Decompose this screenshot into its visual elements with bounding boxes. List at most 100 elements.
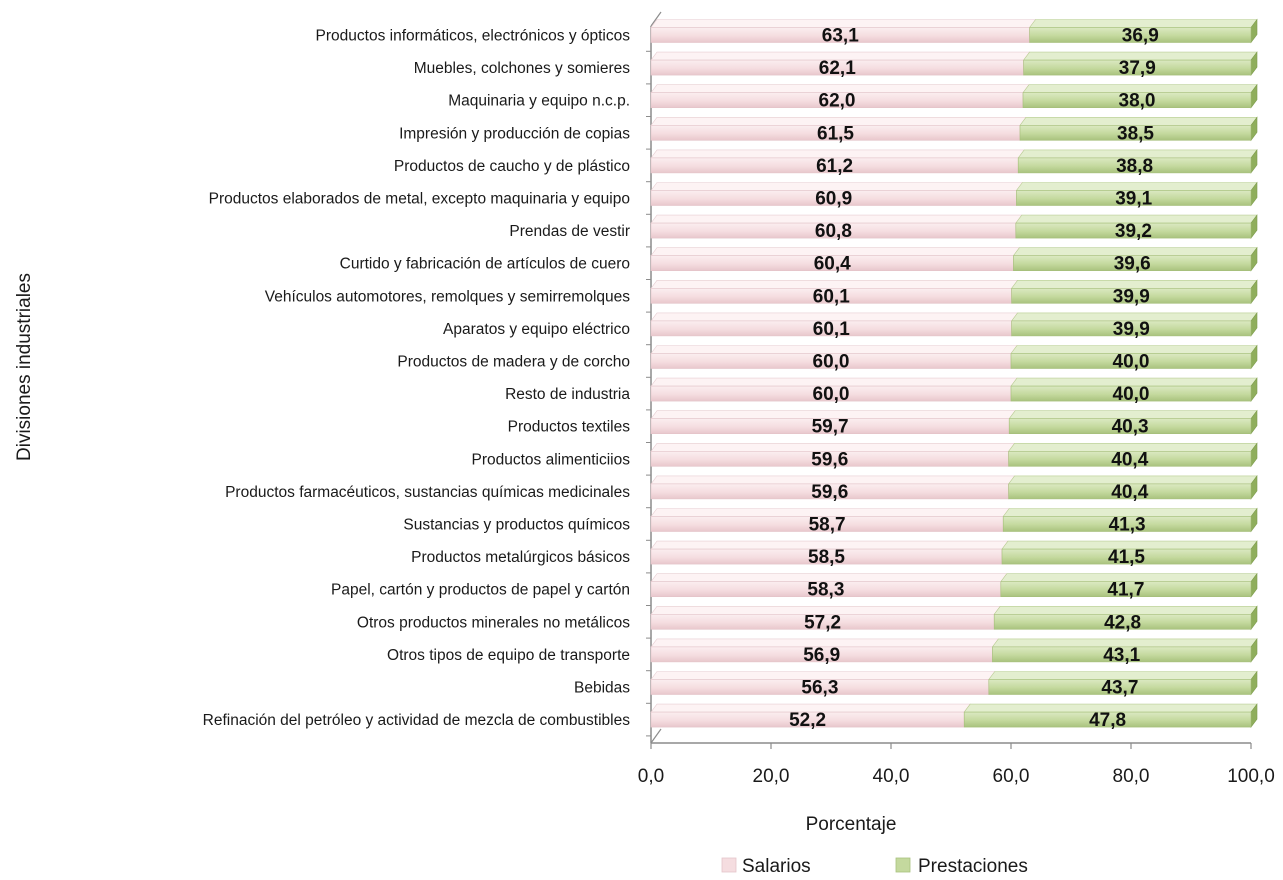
data-label-salarios: 62,0 bbox=[819, 91, 856, 112]
data-label-prestaciones: 42,8 bbox=[1104, 612, 1141, 633]
data-label-salarios: 60,0 bbox=[813, 352, 850, 373]
data-label-salarios: 60,1 bbox=[813, 319, 850, 340]
data-label-salarios: 60,0 bbox=[813, 384, 850, 405]
data-label-prestaciones: 38,0 bbox=[1119, 91, 1156, 112]
data-label-prestaciones: 38,8 bbox=[1116, 156, 1153, 177]
data-label-prestaciones: 40,4 bbox=[1111, 482, 1148, 503]
data-label-salarios: 58,5 bbox=[808, 547, 845, 568]
bar-prestaciones bbox=[1002, 516, 1252, 532]
x-axis-title: Porcentaje bbox=[806, 814, 897, 835]
data-label-prestaciones: 40,0 bbox=[1113, 352, 1150, 373]
data-label-salarios: 62,1 bbox=[819, 58, 856, 79]
category-label: Productos farmacéuticos, sustancias quím… bbox=[225, 484, 630, 501]
data-label-salarios: 60,9 bbox=[815, 189, 852, 210]
data-label-prestaciones: 41,7 bbox=[1107, 580, 1144, 601]
data-label-salarios: 61,2 bbox=[816, 156, 853, 177]
data-label-prestaciones: 40,4 bbox=[1111, 449, 1148, 470]
legend-swatch-prestaciones bbox=[895, 857, 911, 873]
bar-prestaciones bbox=[1008, 450, 1252, 467]
category-label: Impresión y producción de copias bbox=[399, 125, 630, 142]
data-label-salarios: 60,8 bbox=[815, 221, 852, 242]
data-label-prestaciones: 47,8 bbox=[1089, 710, 1126, 731]
data-label-salarios: 56,9 bbox=[803, 645, 840, 666]
bars bbox=[650, 18, 1258, 728]
category-label: Refinación del petróleo y actividad de m… bbox=[203, 712, 631, 729]
data-label-salarios: 52,2 bbox=[789, 710, 826, 731]
bar-prestaciones bbox=[1013, 255, 1252, 271]
y-axis-depth-line bbox=[650, 11, 662, 27]
category-label: Productos de caucho y de plástico bbox=[394, 158, 630, 175]
category-label: Muebles, colchones y somieres bbox=[414, 60, 630, 77]
data-label-prestaciones: 36,9 bbox=[1122, 26, 1159, 47]
data-label-prestaciones: 43,1 bbox=[1103, 645, 1140, 666]
data-label-prestaciones: 38,5 bbox=[1117, 123, 1154, 144]
bar-prestaciones bbox=[1017, 157, 1252, 174]
bar-prestaciones bbox=[992, 646, 1252, 663]
x-tick-label: 20,0 bbox=[753, 766, 790, 787]
x-tick-label: 40,0 bbox=[873, 766, 910, 787]
category-label: Productos elaborados de metal, excepto m… bbox=[209, 191, 630, 208]
bar-prestaciones bbox=[1022, 92, 1252, 108]
data-label-prestaciones: 39,1 bbox=[1115, 189, 1152, 210]
data-label-prestaciones: 40,3 bbox=[1112, 417, 1149, 438]
category-label: Vehículos automotores, remolques y semir… bbox=[265, 288, 631, 305]
x-axis-depth-line bbox=[650, 728, 662, 744]
x-tick-label: 0,0 bbox=[638, 766, 664, 787]
category-label: Aparatos y equipo eléctrico bbox=[443, 321, 630, 338]
data-label-prestaciones: 37,9 bbox=[1119, 58, 1156, 79]
data-label-prestaciones: 41,3 bbox=[1109, 515, 1146, 536]
category-label: Productos informáticos, electrónicos y ó… bbox=[316, 28, 631, 45]
legend: Salarios Prestaciones bbox=[721, 856, 1028, 877]
data-label-salarios: 60,4 bbox=[814, 254, 851, 275]
data-label-salarios: 58,3 bbox=[807, 580, 844, 601]
data-label-prestaciones: 39,6 bbox=[1114, 254, 1151, 275]
bar-prestaciones bbox=[1015, 222, 1252, 239]
data-label-prestaciones: 39,9 bbox=[1113, 286, 1150, 307]
bar-prestaciones bbox=[1000, 581, 1252, 598]
category-label: Productos alimenticiios bbox=[471, 451, 630, 468]
category-label: Maquinaria y equipo n.c.p. bbox=[448, 93, 630, 110]
category-label: Otros tipos de equipo de transporte bbox=[387, 647, 630, 664]
category-label: Curtido y fabricación de artículos de cu… bbox=[340, 256, 630, 273]
legend-label-salarios: Salarios bbox=[742, 856, 811, 877]
legend-label-prestaciones: Prestaciones bbox=[918, 856, 1028, 877]
data-label-prestaciones: 43,7 bbox=[1101, 678, 1138, 699]
data-label-salarios: 59,6 bbox=[811, 449, 848, 470]
legend-swatch-salarios bbox=[721, 857, 737, 873]
data-label-salarios: 56,3 bbox=[801, 678, 838, 699]
data-label-prestaciones: 40,0 bbox=[1113, 384, 1150, 405]
x-tick-label: 80,0 bbox=[1113, 766, 1150, 787]
y-axis-title: Divisiones industriales bbox=[14, 273, 35, 461]
data-label-salarios: 59,7 bbox=[812, 417, 849, 438]
category-label: Productos de madera y de corcho bbox=[397, 354, 630, 371]
data-labels: 63,1 36,9 62,1 37,9 62,0 38,0 61,5 38,5 61,2 38,8… bbox=[789, 26, 1159, 732]
bar-prestaciones bbox=[1016, 190, 1252, 206]
bar-prestaciones bbox=[1019, 125, 1252, 141]
data-label-salarios: 60,1 bbox=[813, 286, 850, 307]
data-label-salarios: 61,5 bbox=[817, 123, 854, 144]
bar-prestaciones bbox=[1008, 483, 1252, 500]
data-label-salarios: 59,6 bbox=[811, 482, 848, 503]
bar-prestaciones bbox=[1029, 27, 1252, 43]
category-label: Bebidas bbox=[574, 680, 630, 697]
category-label: Prendas de vestir bbox=[509, 223, 630, 240]
category-label: Sustancias y productos químicos bbox=[403, 517, 630, 534]
bar-prestaciones bbox=[1023, 59, 1252, 76]
x-tick-label: 100,0 bbox=[1227, 766, 1275, 787]
category-label: Otros productos minerales no metálicos bbox=[357, 614, 630, 631]
category-labels: Productos informáticos, electrónicos y ó… bbox=[203, 28, 651, 737]
bar-prestaciones bbox=[1011, 287, 1252, 304]
bar-prestaciones bbox=[1010, 353, 1252, 369]
data-label-prestaciones: 39,9 bbox=[1113, 319, 1150, 340]
category-label: Productos metalúrgicos básicos bbox=[411, 549, 630, 566]
x-tick-label: 60,0 bbox=[993, 766, 1030, 787]
data-label-salarios: 63,1 bbox=[822, 26, 859, 47]
bar-prestaciones bbox=[963, 711, 1252, 728]
category-label: Papel, cartón y productos de papel y car… bbox=[331, 582, 630, 599]
x-axis-ticks: 0,0 20,0 40,0 60,0 80,0 100,0 bbox=[638, 743, 1275, 787]
bar-prestaciones bbox=[1010, 385, 1252, 402]
bar-prestaciones bbox=[1001, 548, 1252, 565]
data-label-salarios: 58,7 bbox=[809, 515, 846, 536]
data-label-prestaciones: 41,5 bbox=[1108, 547, 1145, 568]
